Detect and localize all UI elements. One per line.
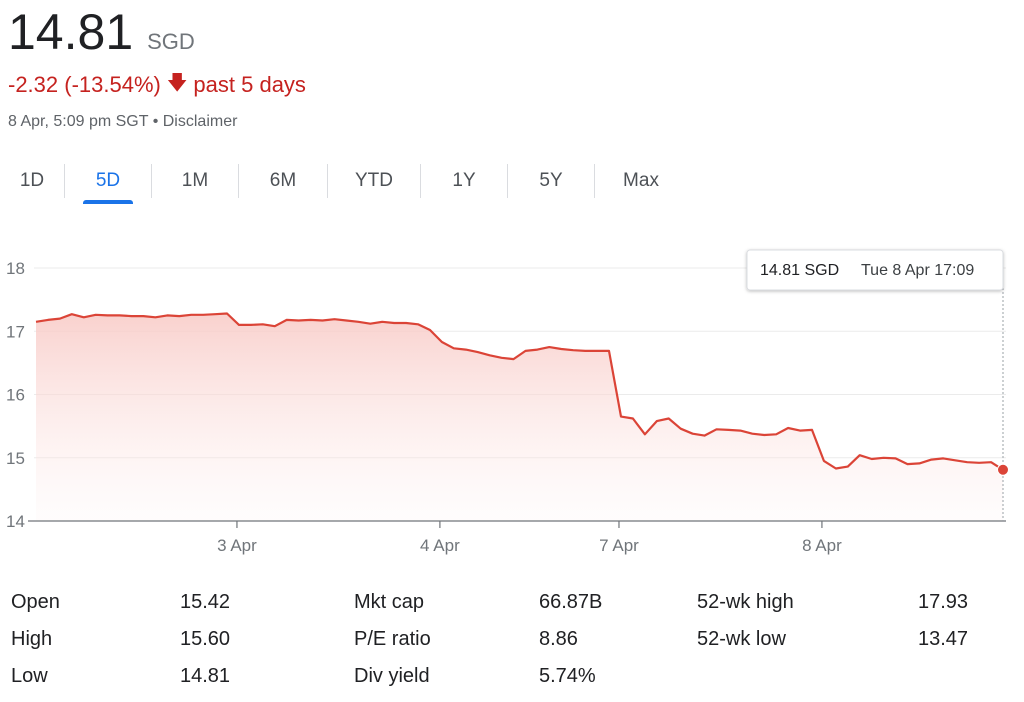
y-tick-label: 18: [6, 259, 25, 278]
stat-label-open: Open: [11, 591, 60, 613]
y-tick-label: 15: [6, 449, 25, 468]
tab-divider: [420, 164, 421, 198]
stat-label-div-yield: Div yield: [354, 665, 430, 687]
stat-label-low: Low: [11, 665, 48, 687]
price-line: [35, 312, 1004, 471]
stat-value-pe-ratio: 8.86: [539, 628, 578, 650]
range-tabs: 1D 5D 1M 6M YTD 1Y 5Y Max: [0, 156, 687, 206]
x-tick-label: 8 Apr: [802, 536, 842, 555]
tab-1y[interactable]: 1Y: [452, 170, 476, 191]
change-value: -2.32 (-13.54%): [8, 72, 161, 97]
price-chart[interactable]: 14 15 16 17 18 3 Apr 4 Apr 7 Apr 8 Apr 14.81 SGD…: [0, 228, 1024, 563]
stat-value-div-yield: 5.74%: [539, 665, 596, 687]
tooltip-box: [746, 249, 1004, 291]
tab-5y[interactable]: 5Y: [539, 170, 563, 191]
stat-label-52wk-high: 52-wk high: [697, 591, 794, 613]
stat-value-mkt-cap: 66.87B: [539, 591, 603, 613]
y-tick-label: 16: [6, 386, 25, 405]
tooltip-time: Tue 8 Apr 17:09: [861, 262, 974, 279]
y-tick-label: 17: [6, 322, 25, 341]
price-change: -2.32 (-13.54%) 🡇 past 5 days: [8, 68, 306, 102]
disclaimer-link[interactable]: Disclaimer: [162, 113, 238, 130]
stat-value-open: 15.42: [180, 591, 231, 613]
quote-meta: 8 Apr, 5:09 pm SGT • Disclaimer: [8, 113, 237, 131]
quote-timestamp: 8 Apr, 5:09 pm SGT: [8, 113, 149, 130]
tab-6m[interactable]: 6M: [269, 170, 297, 191]
tab-1m[interactable]: 1M: [181, 170, 209, 191]
price-area: [36, 313, 1003, 521]
tab-5d[interactable]: 5D: [65, 156, 151, 206]
arrow-down-icon: 🡇: [166, 72, 188, 94]
stat-value-52wk-low: 13.47: [918, 628, 969, 650]
stat-label-mkt-cap: Mkt cap: [354, 591, 425, 613]
stat-label-high: High: [11, 628, 53, 650]
current-price: 14.81: [8, 4, 134, 60]
meta-separator: •: [152, 113, 159, 130]
tab-1d[interactable]: 1D: [19, 170, 45, 191]
y-tick-label: 14: [6, 512, 25, 531]
tab-divider: [507, 164, 508, 198]
x-tick-label: 3 Apr: [217, 536, 257, 555]
tab-ytd[interactable]: YTD: [355, 170, 393, 191]
stat-value-52wk-high: 17.93: [918, 591, 969, 613]
tab-max[interactable]: Max: [623, 170, 659, 191]
tab-divider: [64, 164, 65, 198]
stat-label-52wk-low: 52-wk low: [697, 628, 786, 650]
x-tick-label: 4 Apr: [420, 536, 460, 555]
stat-value-low: 14.81: [180, 665, 231, 687]
tab-divider: [238, 164, 239, 198]
change-period: past 5 days: [193, 72, 306, 97]
tooltip-price: 14.81 SGD: [760, 262, 839, 279]
currency-code: SGD: [147, 29, 195, 54]
tab-divider: [151, 164, 152, 198]
stat-label-pe-ratio: P/E ratio: [354, 628, 431, 650]
stat-value-high: 15.60: [180, 628, 231, 650]
quote-header: 14.81 SGD: [8, 4, 195, 60]
hover-point: [997, 463, 1009, 476]
tab-divider: [327, 164, 328, 198]
tab-divider: [594, 164, 595, 198]
x-tick-label: 7 Apr: [599, 536, 639, 555]
